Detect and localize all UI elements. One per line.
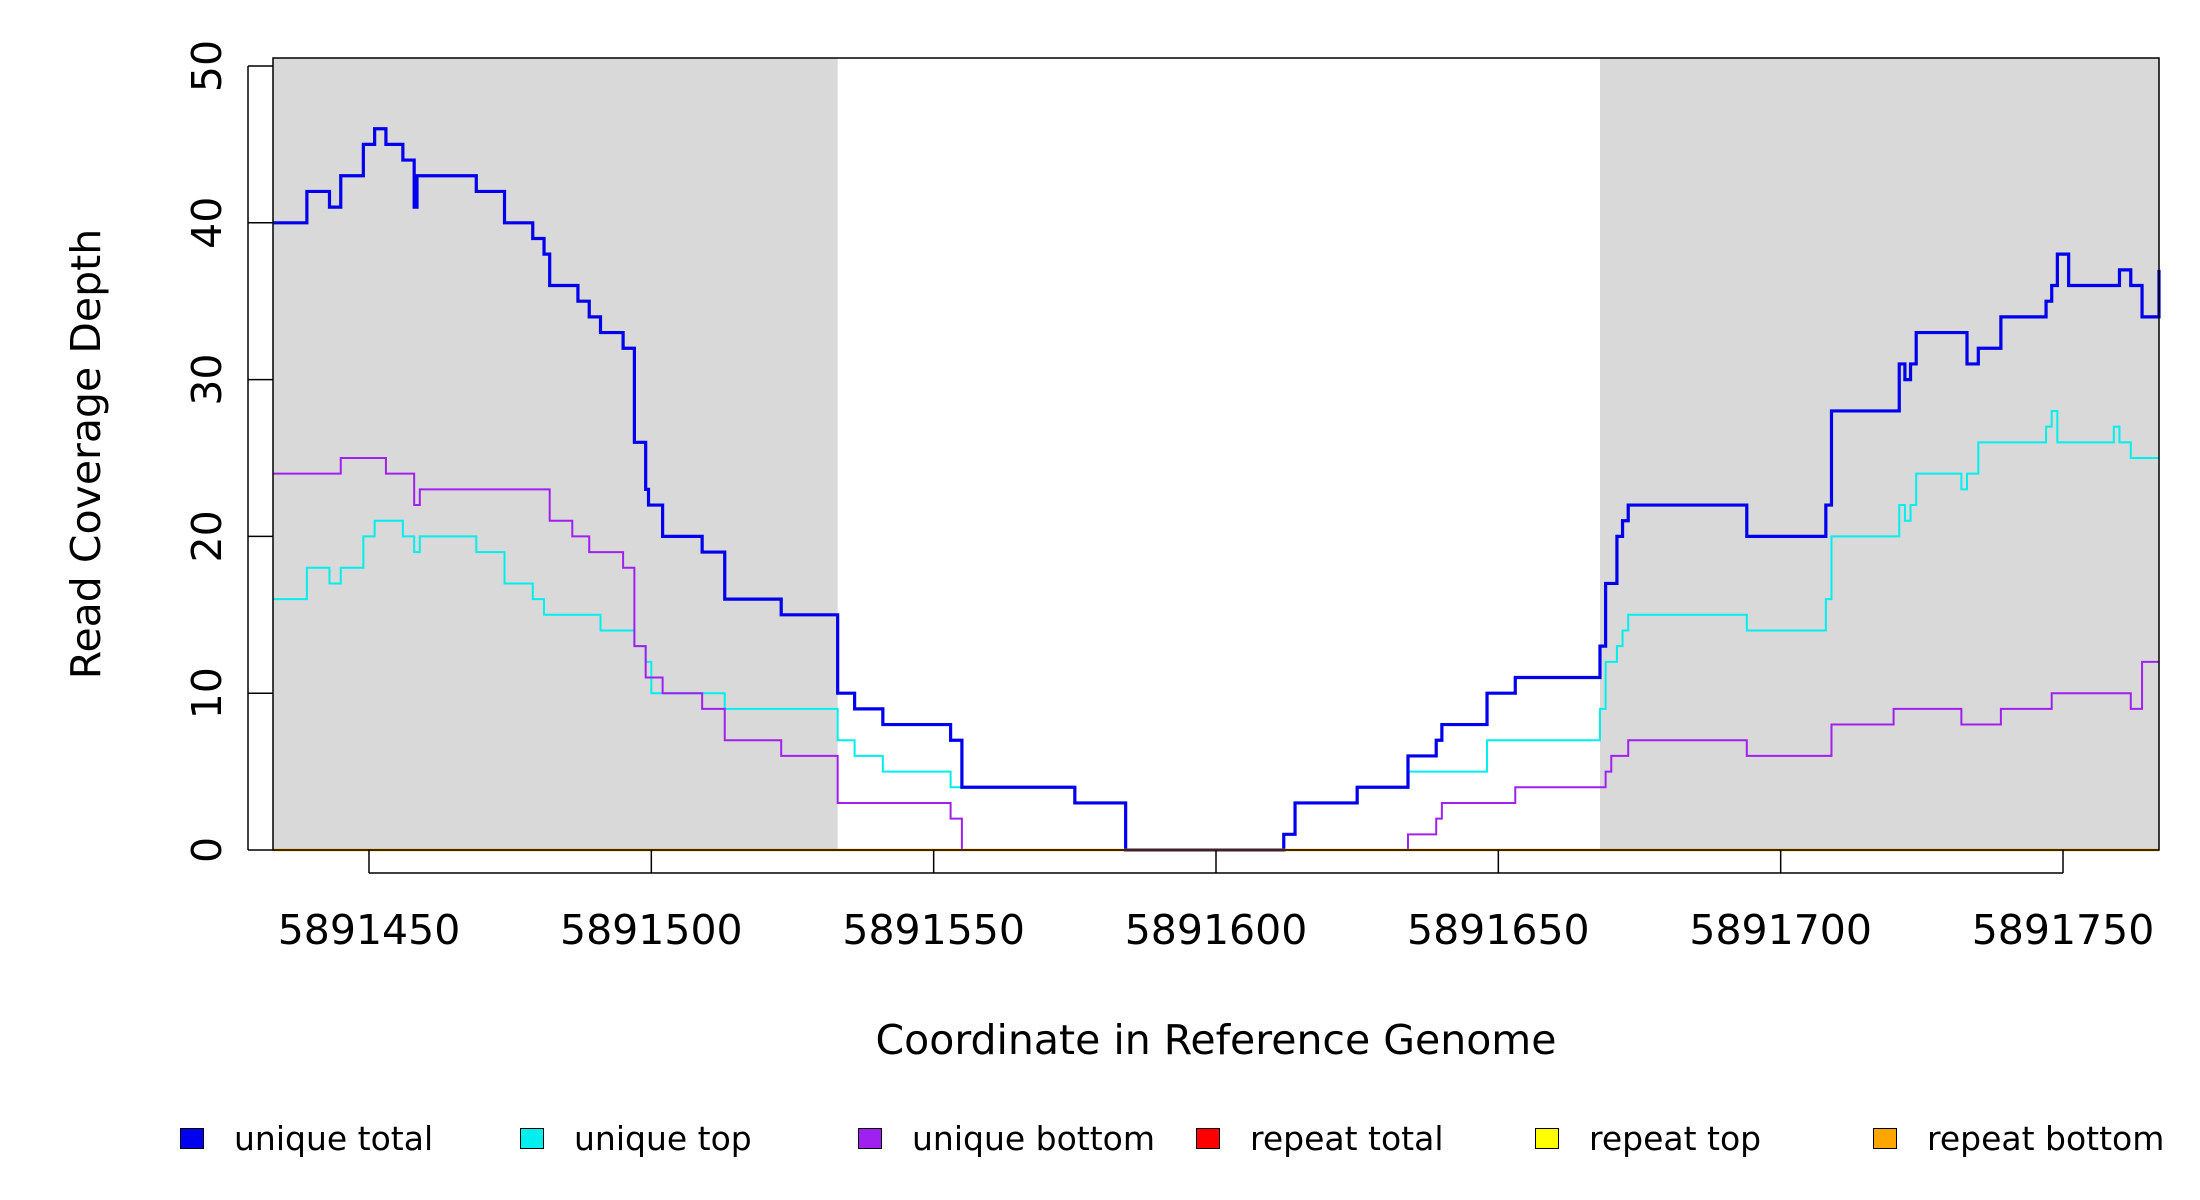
legend-swatch bbox=[1535, 1127, 1559, 1149]
legend-item-unique-total: unique total bbox=[180, 1118, 433, 1158]
legend-swatch bbox=[1873, 1127, 1897, 1149]
legend-label: repeat bottom bbox=[1927, 1118, 2165, 1158]
x-tick-label: 5891750 bbox=[1972, 906, 2155, 954]
y-tick-label: 30 bbox=[183, 354, 231, 406]
y-tick-label: 10 bbox=[183, 667, 231, 719]
y-tick-label: 50 bbox=[183, 40, 231, 92]
y-tick-label: 20 bbox=[183, 510, 231, 562]
x-tick-label: 5891500 bbox=[560, 906, 743, 954]
x-tick-label: 5891700 bbox=[1689, 906, 1872, 954]
legend-label: repeat total bbox=[1250, 1118, 1444, 1158]
y-tick-label: 40 bbox=[183, 197, 231, 249]
x-tick-label: 5891600 bbox=[1125, 906, 1308, 954]
shaded-region-2 bbox=[1599, 58, 2159, 850]
x-tick-label: 5891550 bbox=[842, 906, 1025, 954]
shaded-region-1 bbox=[273, 58, 838, 850]
legend-item-repeat-total: repeat total bbox=[1196, 1118, 1444, 1158]
legend-item-repeat-top: repeat top bbox=[1535, 1118, 1761, 1158]
legend-label: unique total bbox=[234, 1118, 434, 1158]
legend-label: repeat top bbox=[1589, 1118, 1762, 1158]
y-axis: 0 10 20 30 40 50 bbox=[183, 40, 273, 863]
x-tick-label: 5891650 bbox=[1407, 906, 1590, 954]
legend: unique total unique top unique bottom repea… bbox=[0, 1118, 2200, 1166]
legend-label: unique top bbox=[574, 1118, 752, 1158]
x-axis-title: Coordinate in Reference Genome bbox=[876, 1016, 1557, 1064]
legend-item-repeat-bottom: repeat bottom bbox=[1873, 1118, 2164, 1158]
x-axis: 5891450 5891500 5891550 5891600 5891650 58917… bbox=[278, 850, 2155, 954]
y-axis-title: Read Coverage Depth bbox=[62, 229, 110, 679]
legend-label: unique bottom bbox=[912, 1118, 1156, 1158]
legend-item-unique-top: unique top bbox=[520, 1118, 752, 1158]
legend-swatch bbox=[1196, 1127, 1220, 1149]
shaded-regions bbox=[273, 58, 2159, 850]
x-tick-label: 5891450 bbox=[278, 906, 461, 954]
legend-item-unique-bottom: unique bottom bbox=[858, 1118, 1155, 1158]
y-tick-label: 0 bbox=[183, 837, 231, 863]
legend-swatch bbox=[858, 1127, 882, 1149]
legend-swatch bbox=[520, 1127, 544, 1149]
legend-swatch bbox=[180, 1127, 204, 1149]
